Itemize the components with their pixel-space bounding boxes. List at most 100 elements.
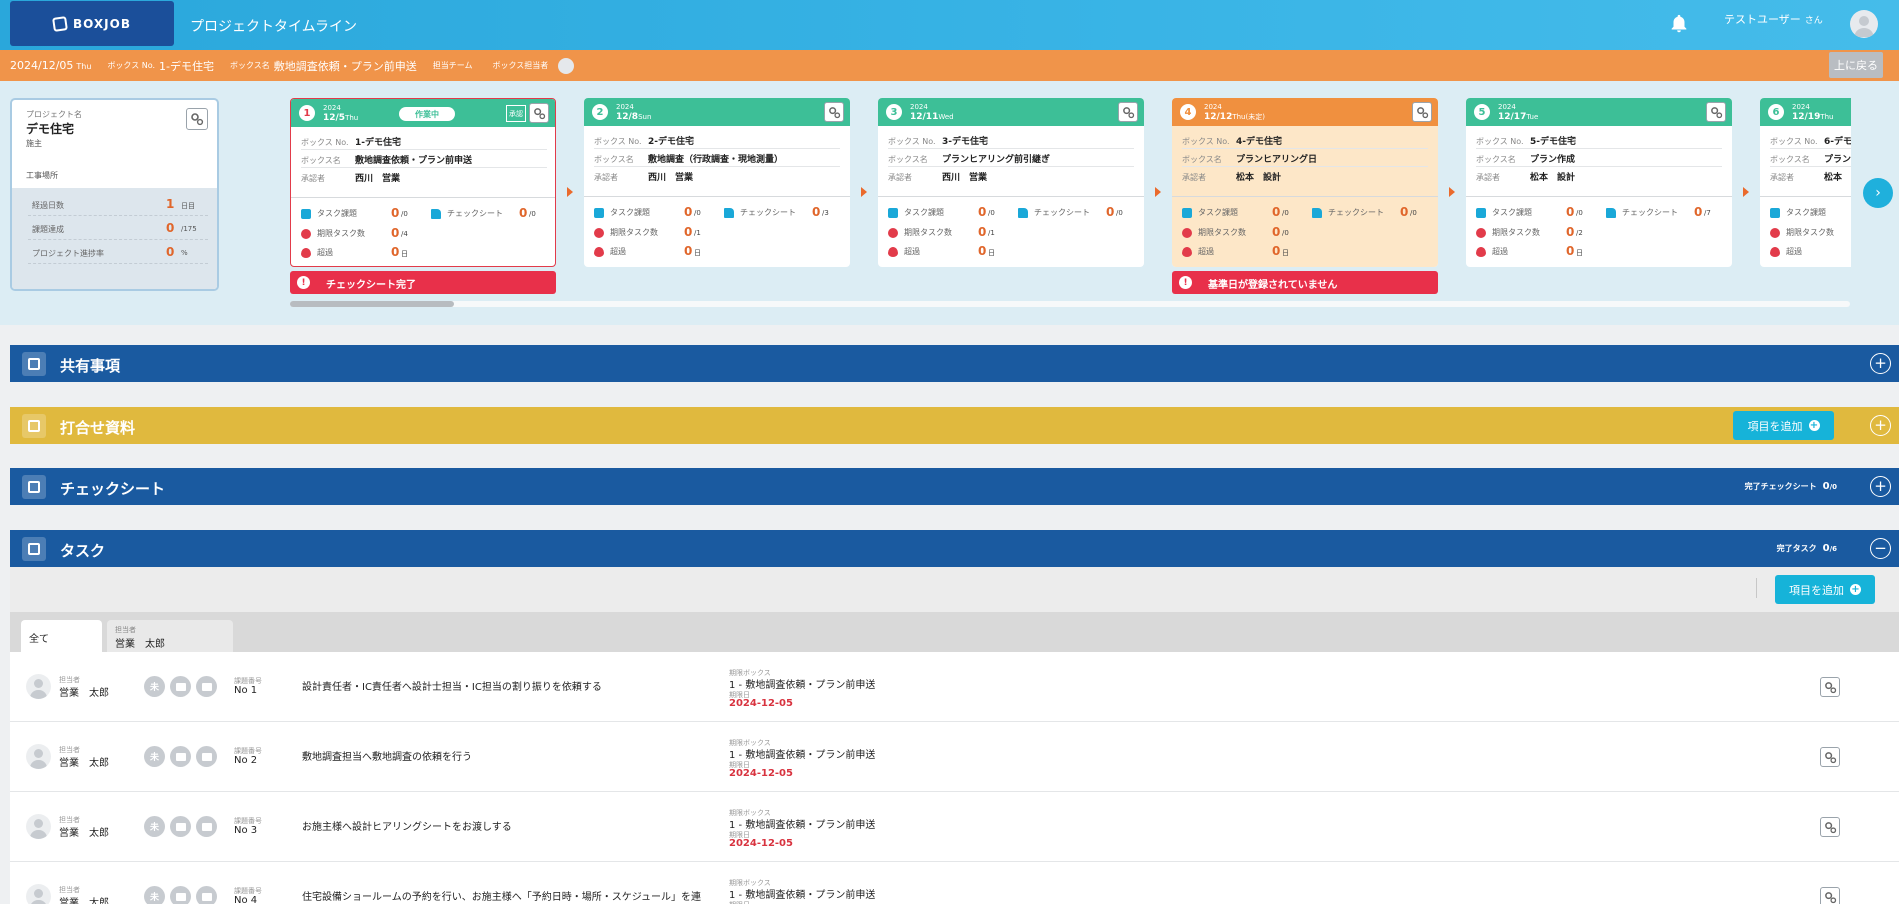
task-settings-button[interactable]	[1820, 747, 1840, 767]
task-row[interactable]: 担当者 営業 太郎 未 課題番号 No 1 設計責任者・IC責任者へ設計士担当・IC担当の…	[10, 652, 1899, 722]
task-settings-button[interactable]	[1820, 677, 1840, 697]
box-name-row: ボックス名 プランヒアリング日	[1182, 149, 1428, 167]
due-box: 1 - 敷地調査依頼・プラン前申送	[729, 820, 876, 831]
box-name-row: ボックス名 敷地調査（行政調査・現地測量）	[594, 149, 840, 167]
assignee-avatar	[26, 674, 51, 699]
book-icon[interactable]	[170, 676, 191, 697]
box-settings-button[interactable]	[1706, 102, 1726, 122]
box-number: 3	[886, 104, 902, 120]
task-row[interactable]: 担当者 営業 太郎 未 課題番号 No 2 敷地調査担当へ敷地調査の依頼を行う 期限ボックス…	[10, 722, 1899, 792]
expand-shared-button[interactable]: +	[1870, 353, 1891, 374]
due-date-label: 期限日	[729, 900, 750, 904]
box-divider	[291, 197, 555, 198]
tab-all[interactable]: 全て	[21, 620, 102, 652]
box-settings-button[interactable]	[529, 103, 549, 123]
back-to-top-button[interactable]: 上に戻る	[1829, 52, 1883, 78]
fire-icon	[888, 246, 898, 257]
user-avatar[interactable]	[1850, 10, 1878, 38]
expand-checksheet-button[interactable]: +	[1870, 476, 1891, 497]
top-bar: BOXJOB プロジェクトタイムライン テストユーザー さん	[0, 0, 1899, 50]
assignee-label: 担当者	[59, 816, 80, 824]
fire-icon	[1770, 246, 1780, 257]
box-alert-banner[interactable]: ! チェックシート完了	[290, 271, 556, 294]
status-toggle[interactable]: 未	[144, 816, 165, 837]
box-settings-button[interactable]	[824, 102, 844, 122]
task-description[interactable]: 設計責任者・IC責任者へ設計士担当・IC担当の割り振りを依頼する	[302, 682, 602, 693]
box-card-1[interactable]: 1 2024 12/5Thu 作業中 承認 ボックス No. 1-デモ住宅 ボックス名 敷地調査…	[290, 98, 556, 267]
due-date: 2024-12-05	[729, 768, 793, 779]
section-checksheet[interactable]: チェックシート 完了チェックシート 0/0 +	[10, 468, 1899, 505]
section-meeting[interactable]: 打合せ資料 項目を追加 + +	[10, 407, 1899, 444]
book-icon[interactable]	[170, 746, 191, 767]
task-settings-button[interactable]	[1820, 887, 1840, 904]
gear-icon	[1416, 106, 1428, 118]
box-late-metric: 期限タスク数 0/1	[594, 225, 714, 243]
section-task[interactable]: タスク 完了タスク 0/6 −	[10, 530, 1899, 567]
box-header: 6 2024 12/19Thu	[1760, 98, 1851, 126]
video-icon[interactable]	[196, 746, 217, 767]
box-checksheet-metric: チェックシート 0/3	[724, 205, 844, 223]
project-client: 施主	[26, 139, 42, 148]
timeline-next-button[interactable]: ›	[1863, 178, 1893, 208]
timeline-scroll-thumb[interactable]	[290, 301, 454, 307]
timeline-scrollbar[interactable]	[290, 301, 1850, 307]
box-card-2[interactable]: 2 2024 12/8Sun ボックス No. 2-デモ住宅 ボックス名 敷地調査（行政調査…	[584, 98, 850, 267]
status-toggle[interactable]: 未	[144, 886, 165, 904]
gear-icon	[1122, 106, 1134, 118]
hand-icon	[22, 352, 46, 376]
book-icon[interactable]	[170, 816, 191, 837]
video-icon[interactable]	[196, 886, 217, 904]
task-filter-tabs: 全て 担当者 営業 太郎	[10, 612, 1899, 652]
box-no-row: ボックス No. 3-デモ住宅	[888, 131, 1134, 149]
section-checksheet-title: チェックシート	[60, 480, 166, 498]
checksheet-icon	[1018, 207, 1028, 218]
alarm-icon	[888, 227, 898, 238]
status-toggle[interactable]: 未	[144, 746, 165, 767]
video-icon[interactable]	[196, 816, 217, 837]
box-body: ボックス No. 5-デモ住宅 ボックス名 プラン作成 承認者 松本 設計 タスク課題 0/0…	[1466, 126, 1732, 267]
box-year: 2024	[910, 103, 928, 111]
box-settings-button[interactable]	[1118, 102, 1138, 122]
project-settings-button[interactable]	[186, 108, 208, 130]
box-checksheet-metric: チェックシート 0/0	[1312, 205, 1432, 223]
box-divider	[584, 196, 850, 197]
video-icon[interactable]	[196, 676, 217, 697]
task-row[interactable]: 担当者 営業 太郎未課題番号 No 3 お施主様へ設計ヒアリングシートをお渡しする 期限…	[10, 792, 1899, 862]
exclamation-icon: !	[297, 276, 310, 289]
toolbar-divider	[1756, 578, 1757, 598]
task-description[interactable]: お施主様へ設計ヒアリングシートをお渡しする	[302, 822, 512, 833]
meeting-add-item-button[interactable]: 項目を追加 +	[1733, 411, 1834, 440]
book-icon[interactable]	[170, 886, 191, 904]
box-card-3[interactable]: 3 2024 12/11Wed ボックス No. 3-デモ住宅 ボックス名 プランヒアリング…	[878, 98, 1144, 267]
approve-button[interactable]: 承認	[506, 105, 526, 122]
task-settings-button[interactable]	[1820, 817, 1840, 837]
task-description[interactable]: 敷地調査担当へ敷地調査の依頼を行う	[302, 752, 472, 763]
user-name[interactable]: テストユーザー さん	[1724, 13, 1823, 26]
section-shared[interactable]: 共有事項 +	[10, 345, 1899, 382]
box-name-label: ボックス名	[230, 61, 270, 70]
box-body: ボックス No. 1-デモ住宅 ボックス名 敷地調査依頼・プラン前申送 承認者 西川 営業…	[291, 127, 555, 266]
box-card-4[interactable]: 4 2024 12/12Thu(未定) ボックス No. 4-デモ住宅 ボックス名 プランヒ…	[1172, 98, 1438, 267]
box-name-row: ボックス名 敷地調査依頼・プラン前申送	[301, 150, 547, 168]
collapse-task-button[interactable]: −	[1870, 538, 1891, 559]
status-toggle[interactable]: 未	[144, 676, 165, 697]
bell-icon[interactable]	[1668, 13, 1690, 35]
task-list: 担当者 営業 太郎未課題番号 No 1 設計責任者・IC責任者へ設計士担当・IC担当の…	[10, 652, 1899, 904]
box-card-5[interactable]: 5 2024 12/17Tue ボックス No. 5-デモ住宅 ボックス名 プラン作成 承認者…	[1466, 98, 1732, 267]
tab-assignee[interactable]: 担当者 営業 太郎	[107, 620, 233, 652]
gear-icon	[1824, 751, 1836, 763]
boxjob-logo[interactable]: BOXJOB	[10, 1, 174, 46]
box-settings-button[interactable]	[1412, 102, 1432, 122]
box-alert-banner[interactable]: ! 基準日が登録されていません	[1172, 271, 1438, 294]
task-description[interactable]: 住宅設備ショールームの予約を行い、お施主様へ「予約日時・場所・スケジュール」を連…	[302, 892, 701, 903]
checksheet-icon	[724, 207, 734, 218]
task-row[interactable]: 担当者 営業 太郎 未 課題番号 No 4 住宅設備ショールームの予約を行い、お施主様へ「…	[10, 862, 1899, 904]
checksheet-icon	[1606, 207, 1616, 218]
expand-meeting-button[interactable]: +	[1870, 415, 1891, 436]
task-add-item-button[interactable]: 項目を追加 +	[1775, 575, 1875, 604]
checksheet-icon	[22, 475, 46, 499]
